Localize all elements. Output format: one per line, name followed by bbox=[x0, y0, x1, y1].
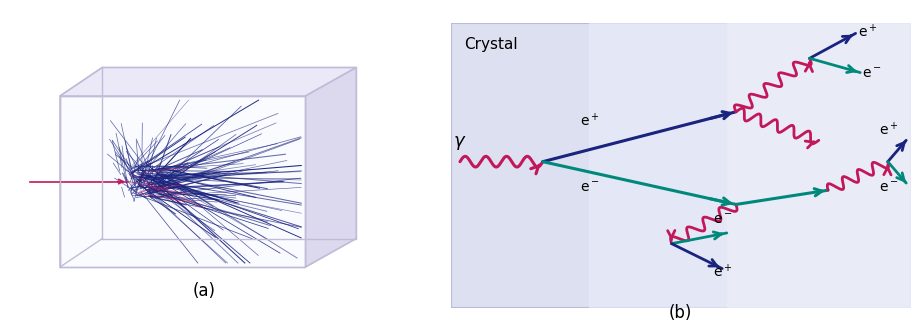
Polygon shape bbox=[305, 67, 356, 267]
Text: e$^-$: e$^-$ bbox=[862, 67, 881, 81]
Text: (a): (a) bbox=[192, 282, 215, 300]
FancyBboxPatch shape bbox=[450, 23, 910, 308]
Bar bbox=[726, 23, 910, 308]
Polygon shape bbox=[60, 96, 305, 267]
Text: e$^-$: e$^-$ bbox=[579, 181, 598, 195]
Text: Crystal: Crystal bbox=[464, 37, 517, 52]
Polygon shape bbox=[60, 67, 356, 96]
Text: e$^+$: e$^+$ bbox=[857, 23, 877, 40]
Polygon shape bbox=[60, 67, 102, 267]
Text: e$^-$: e$^-$ bbox=[878, 181, 897, 195]
Text: e$^+$: e$^+$ bbox=[712, 263, 732, 281]
Text: $\gamma$: $\gamma$ bbox=[453, 133, 466, 152]
Text: (b): (b) bbox=[668, 304, 692, 322]
Text: e$^+$: e$^+$ bbox=[878, 121, 897, 138]
Text: e$^+$: e$^+$ bbox=[579, 112, 598, 129]
Text: e$^-$: e$^-$ bbox=[712, 213, 732, 227]
Bar bbox=[588, 23, 910, 308]
